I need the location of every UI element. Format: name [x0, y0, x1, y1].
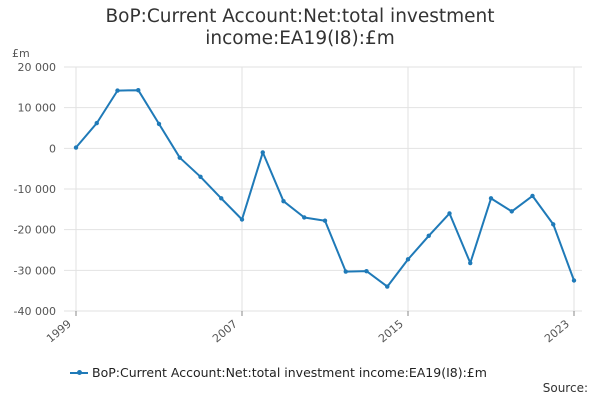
x-tick-label: 2015 — [376, 317, 406, 345]
data-point[interactable] — [509, 209, 514, 214]
data-point[interactable] — [94, 120, 99, 126]
data-point[interactable] — [405, 257, 411, 262]
x-tick-label: 2007 — [210, 317, 240, 345]
data-point[interactable] — [364, 268, 369, 274]
data-point[interactable] — [343, 269, 348, 274]
y-tick-label: 0 — [49, 142, 56, 155]
data-point[interactable] — [115, 88, 120, 93]
data-point[interactable] — [281, 199, 286, 204]
series-group — [73, 87, 577, 289]
data-point[interactable] — [219, 196, 224, 201]
grid-lines — [64, 66, 582, 312]
data-point[interactable] — [73, 145, 79, 150]
data-point[interactable] — [447, 211, 452, 216]
y-tick-label: 20 000 — [18, 61, 57, 74]
y-axis-ticks: 20 000 10 000 0 -10 000 -20 000 -30 000 -40 00… — [14, 61, 56, 318]
data-point[interactable] — [488, 196, 494, 201]
legend-marker-icon — [77, 369, 82, 375]
data-point[interactable] — [239, 217, 245, 222]
series-line — [75, 89, 575, 288]
y-tick-label: -40 000 — [14, 305, 56, 318]
data-point[interactable] — [426, 233, 431, 238]
y-tick-label: -10 000 — [14, 183, 56, 196]
y-tick-label: -20 000 — [14, 224, 56, 237]
data-point[interactable] — [198, 174, 203, 179]
data-point[interactable] — [385, 284, 390, 289]
chart-title: BoP:Current Account:Net:total investment… — [105, 6, 495, 49]
data-point[interactable] — [571, 278, 577, 283]
data-point[interactable] — [302, 215, 307, 220]
x-axis-ticks: 1999 2007 2015 2023 — [44, 311, 575, 345]
data-point[interactable] — [136, 87, 141, 93]
y-tick-label: 10 000 — [18, 102, 57, 115]
data-point[interactable] — [530, 193, 535, 199]
x-tick-label: 1999 — [44, 317, 74, 345]
x-tick-label: 2023 — [542, 317, 572, 345]
data-point[interactable] — [468, 260, 473, 266]
data-point[interactable] — [177, 155, 182, 160]
y-axis-label: £m — [12, 47, 30, 60]
data-point[interactable] — [156, 121, 162, 127]
data-point[interactable] — [260, 150, 265, 155]
legend[interactable]: BoP:Current Account:Net:total investment… — [70, 365, 487, 380]
legend-label: BoP:Current Account:Net:total investment… — [92, 365, 487, 380]
data-point[interactable] — [322, 218, 328, 223]
data-point[interactable] — [551, 222, 556, 227]
source-label: Source: — [542, 381, 588, 395]
legend-swatch — [70, 369, 88, 375]
y-tick-label: -30 000 — [14, 264, 56, 277]
